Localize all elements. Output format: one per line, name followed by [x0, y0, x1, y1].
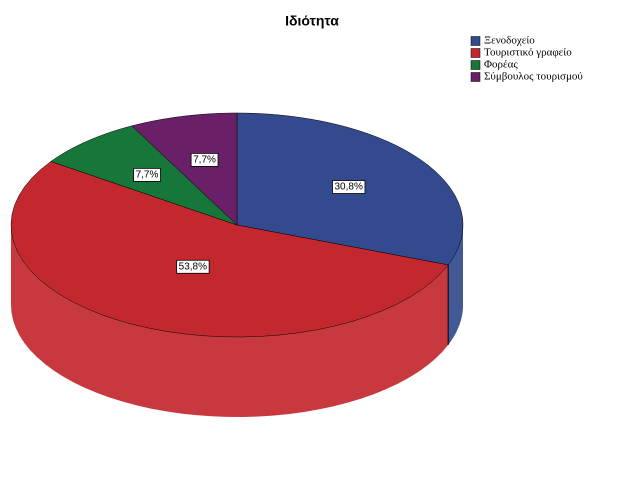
- value-label-box: [332, 180, 366, 194]
- value-label-text: 7,7%: [136, 169, 159, 180]
- legend-swatch: [470, 36, 481, 46]
- value-label-box: [176, 259, 210, 274]
- value-label-text: 53,8%: [179, 261, 207, 272]
- chart-title: Ιδιότητα: [285, 13, 339, 29]
- value-label: 30,8%: [332, 180, 366, 194]
- legend-swatch: [470, 48, 481, 58]
- value-label: 53,8%: [176, 259, 210, 274]
- legend-label: Σύμβουλος τουρισμού: [484, 71, 583, 83]
- pie-side: [448, 225, 463, 345]
- pie-side-shade: [11, 225, 449, 417]
- legend-label: Φορέας: [484, 59, 518, 71]
- value-label: 7,7%: [133, 167, 161, 182]
- value-label-text: 7,7%: [193, 154, 216, 165]
- value-label: 7,7%: [190, 152, 219, 167]
- value-label-text: 30,8%: [334, 182, 362, 193]
- value-label-box: [190, 152, 219, 167]
- pie-sides: [11, 225, 463, 417]
- pie-slice: [131, 112, 238, 226]
- pie-side-shade: [448, 225, 463, 345]
- legend-swatch: [470, 72, 481, 82]
- pie-tops: [10, 112, 464, 338]
- value-label-box: [133, 167, 161, 182]
- legend-label: Τουριστικό γραφείο: [484, 47, 572, 59]
- legend-swatch: [470, 60, 481, 70]
- legend-label: Ξενοδοχείο: [484, 35, 535, 47]
- pie-slice: [10, 161, 449, 338]
- pie-side: [11, 225, 449, 417]
